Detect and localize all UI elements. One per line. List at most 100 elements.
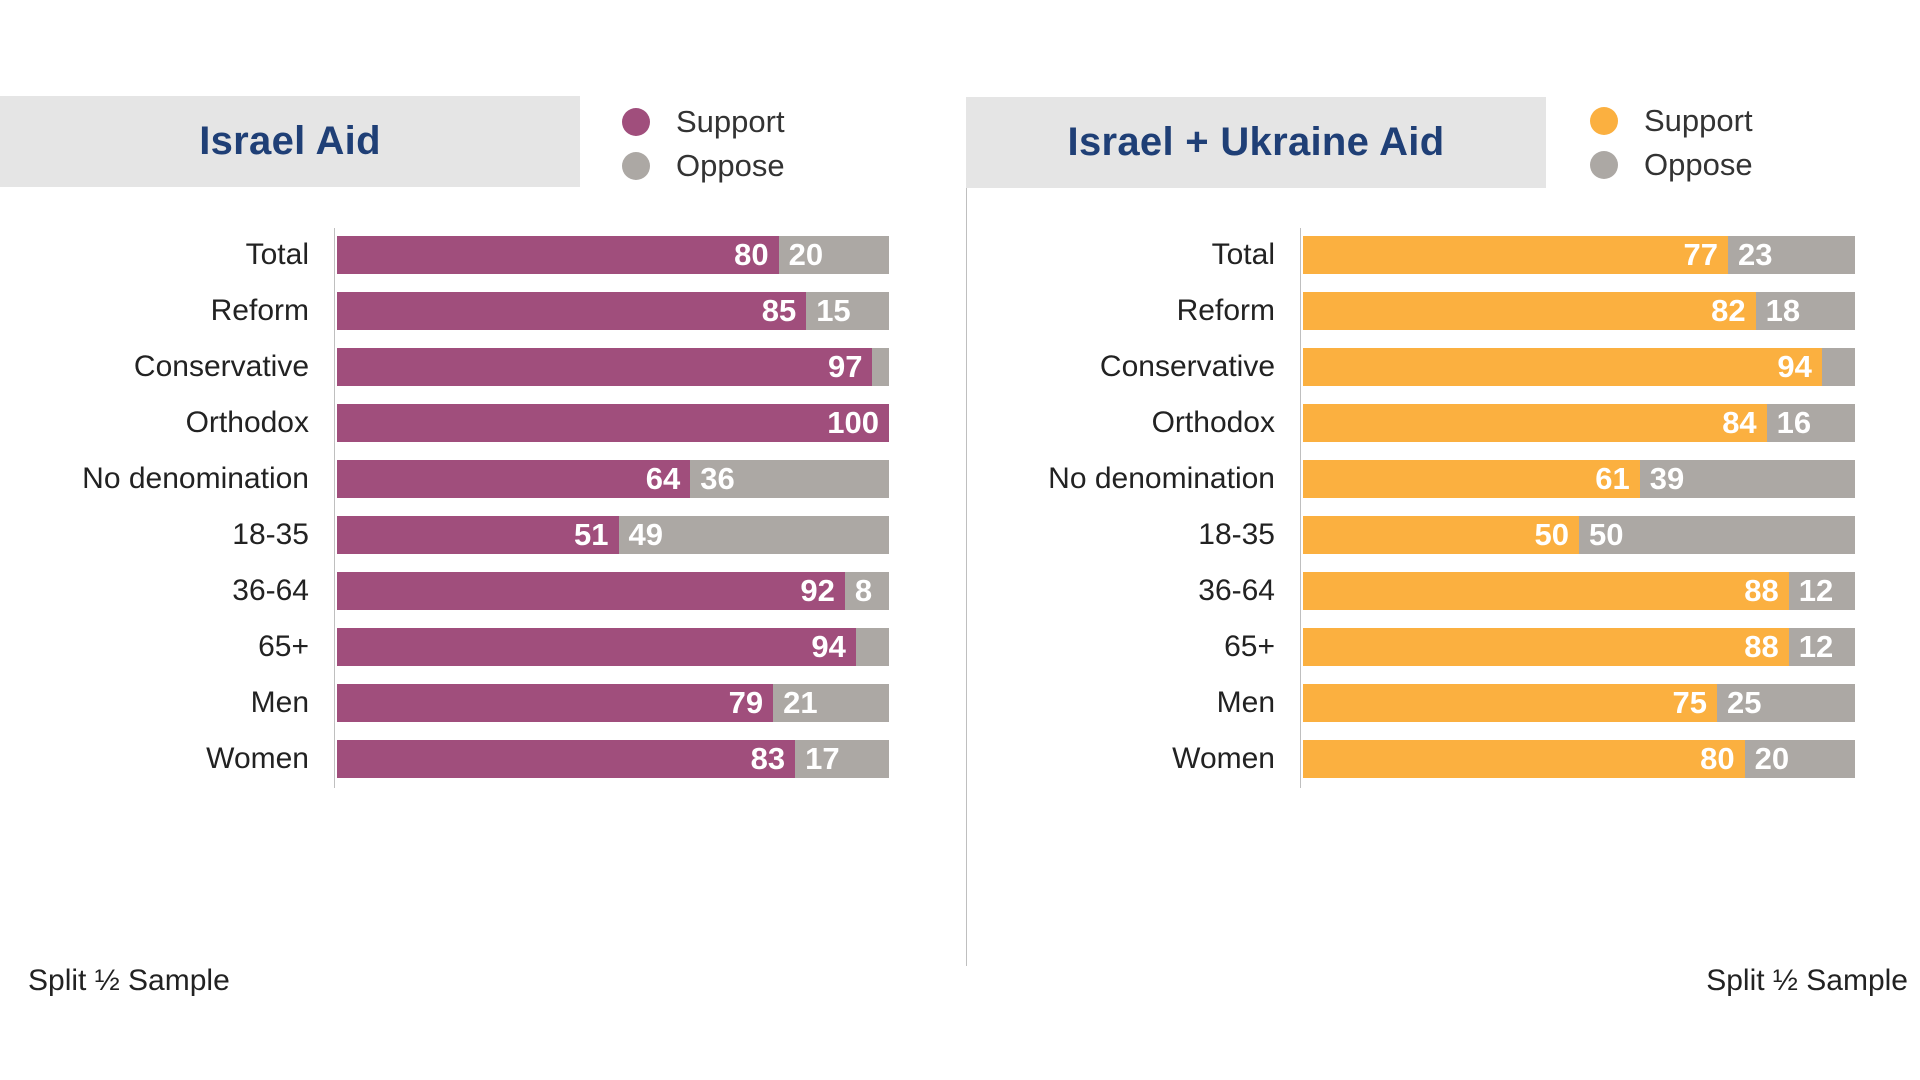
category-label-conservative: Conservative — [1099, 350, 1275, 383]
israel-aid-chart: Israel Aid Support Oppose Total 80 20 Reform 85… — [0, 96, 889, 788]
category-label-reform: Reform — [210, 294, 309, 327]
category-label-65: 65+ — [1224, 630, 1275, 663]
support-value-label: 97 — [827, 349, 863, 384]
oppose-bar-orthodox: 16 — [1766, 404, 1855, 442]
category-label-18-35: 18-35 — [232, 518, 309, 551]
legend-item-support: Support — [622, 100, 785, 144]
oppose-bar-men: 25 — [1717, 684, 1855, 722]
bar-row-conservative: 94 — [1303, 348, 1855, 386]
support-bar-men: 75 — [1303, 684, 1717, 722]
category-label-36-64: 36-64 — [232, 574, 309, 607]
chart-legend: Support Oppose — [622, 100, 785, 188]
support-value-label: 83 — [750, 741, 786, 776]
support-bar-36-64: 92 — [337, 572, 845, 610]
bar-row-18-35: 50 50 — [1303, 516, 1855, 554]
oppose-bar-women: 20 — [1744, 740, 1855, 778]
support-value-label: 64 — [645, 461, 681, 496]
oppose-value-label: 39 — [1649, 461, 1685, 496]
bar-row-total: 77 23 — [1303, 236, 1855, 274]
category-label-total: Total — [1211, 238, 1275, 271]
support-value-label: 92 — [800, 573, 835, 608]
oppose-bar-no-denomination: 36 — [690, 460, 889, 498]
category-label-orthodox: Orthodox — [1151, 406, 1275, 439]
oppose-value-label: 20 — [788, 237, 824, 272]
legend-swatch — [1590, 151, 1618, 179]
category-label-orthodox: Orthodox — [185, 406, 309, 439]
support-bar-conservative: 94 — [1303, 348, 1822, 386]
support-value-label: 80 — [734, 237, 769, 272]
oppose-bar-reform: 18 — [1755, 292, 1855, 330]
support-bar-women: 83 — [337, 740, 796, 778]
bar-row-36-64: 92 8 — [337, 572, 889, 610]
support-bar-reform: 82 — [1303, 292, 1756, 330]
category-axis-line — [334, 228, 335, 788]
support-bar-men: 79 — [337, 684, 774, 722]
support-bar-reform: 85 — [337, 292, 807, 330]
oppose-value-label: 18 — [1765, 293, 1801, 328]
footnote-left: Split ½ Sample — [28, 964, 230, 997]
oppose-value-label: 12 — [1798, 629, 1834, 664]
category-axis-line — [1300, 228, 1301, 788]
support-value-label: 79 — [728, 685, 764, 720]
chart-title: Israel + Ukraine Aid — [1067, 120, 1445, 164]
category-label-men: Men — [1216, 686, 1275, 719]
support-value-label: 94 — [811, 629, 846, 664]
oppose-value-label: 17 — [805, 741, 840, 776]
category-label-no-denomination: No denomination — [1048, 462, 1275, 495]
bar-row-18-35: 51 49 — [337, 516, 889, 554]
legend-label: Support — [1644, 103, 1753, 138]
support-bar-65: 94 — [337, 628, 856, 666]
oppose-value-label: 23 — [1738, 237, 1773, 272]
support-bar-total: 80 — [337, 236, 779, 274]
israel-ukraine-aid-chart: Israel + Ukraine Aid Support Oppose Total 77… — [966, 0, 1920, 1080]
chart-title: Israel Aid — [199, 119, 381, 163]
support-value-label: 100 — [827, 405, 879, 440]
category-label-men: Men — [250, 686, 309, 719]
support-bar-36-64: 88 — [1303, 572, 1789, 610]
oppose-value-label: 36 — [700, 461, 735, 496]
bar-row-women: 80 20 — [1303, 740, 1855, 778]
bar-row-total: 80 20 — [337, 236, 889, 274]
oppose-bar-36-64: 8 — [844, 572, 889, 610]
oppose-value-label: 25 — [1727, 685, 1762, 720]
legend-label: Support — [676, 104, 785, 139]
chart-legend: Support Oppose — [1590, 99, 1753, 187]
legend-item-oppose: Oppose — [622, 144, 785, 188]
footnote-right: Split ½ Sample — [1706, 964, 1908, 997]
oppose-value-label: 8 — [854, 573, 873, 608]
bar-row-men: 79 21 — [337, 684, 889, 722]
support-bar-total: 77 — [1303, 236, 1729, 274]
support-bar-orthodox: 84 — [1303, 404, 1767, 442]
bar-row-orthodox: 84 16 — [1303, 404, 1855, 442]
legend-item-oppose: Oppose — [1590, 143, 1753, 187]
panel-divider — [966, 97, 967, 966]
bar-row-36-64: 88 12 — [1303, 572, 1855, 610]
legend-label: Oppose — [676, 148, 785, 183]
support-bar-conservative: 97 — [337, 348, 873, 386]
category-label-no-denomination: No denomination — [82, 462, 309, 495]
bar-row-reform: 82 18 — [1303, 292, 1855, 330]
legend-swatch — [622, 108, 650, 136]
oppose-bar-65 — [855, 628, 889, 666]
legend-item-support: Support — [1590, 99, 1753, 143]
support-value-label: 82 — [1711, 293, 1746, 328]
oppose-value-label: 49 — [628, 517, 663, 552]
support-value-label: 88 — [1744, 573, 1779, 608]
category-label-women: Women — [1172, 742, 1275, 775]
support-bar-65: 88 — [1303, 628, 1789, 666]
chart-header: Israel Aid — [0, 96, 580, 187]
oppose-bar-conservative — [1821, 348, 1855, 386]
category-label-65: 65+ — [258, 630, 309, 663]
oppose-bar-18-35: 50 — [1579, 516, 1855, 554]
oppose-bar-18-35: 49 — [618, 516, 889, 554]
oppose-value-label: 50 — [1589, 517, 1624, 552]
oppose-bar-conservative — [872, 348, 889, 386]
support-bar-no-denomination: 64 — [337, 460, 691, 498]
oppose-bar-men: 21 — [773, 684, 889, 722]
bar-row-men: 75 25 — [1303, 684, 1855, 722]
support-value-label: 88 — [1744, 629, 1779, 664]
oppose-bar-reform: 15 — [806, 292, 889, 330]
category-label-18-35: 18-35 — [1198, 518, 1275, 551]
support-bar-18-35: 51 — [337, 516, 619, 554]
bar-row-women: 83 17 — [337, 740, 889, 778]
